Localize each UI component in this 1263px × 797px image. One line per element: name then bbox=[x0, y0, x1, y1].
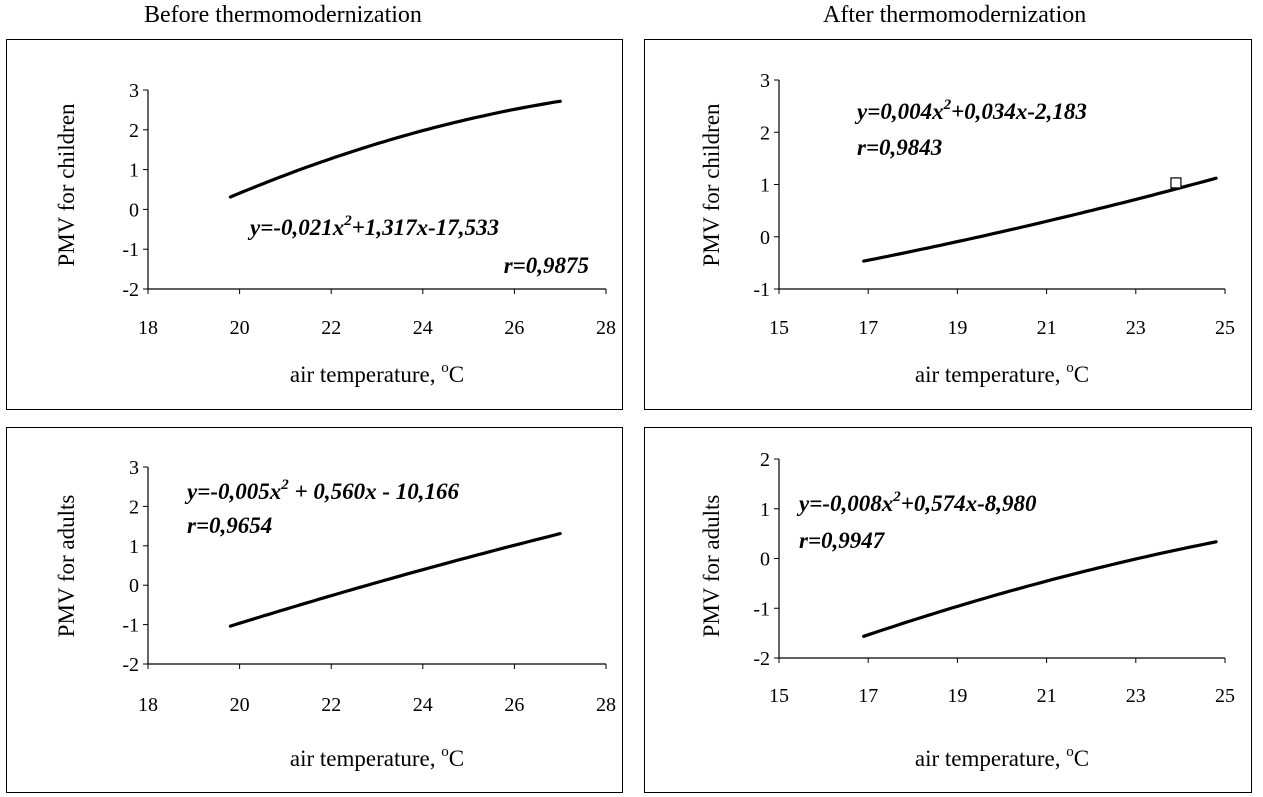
x-tick-label: 26 bbox=[504, 317, 524, 339]
series-line bbox=[228, 532, 562, 628]
y-tick-label: 0 bbox=[129, 575, 139, 597]
chart-svg: 3 2 1 0 -1 -2 18 20 22 24 26 28 y=-0,005x2 + 0,560x … bbox=[54, 457, 616, 771]
chart-adults-after: 2 1 0 -1 -2 15 17 19 21 23 25 y=-0,008x2+0,574x-8,9… bbox=[644, 427, 1252, 793]
data-point-marker bbox=[1170, 177, 1182, 189]
chart-children-after: 3 2 1 0 -1 15 17 19 21 23 25 y=0,004x2+0,034x-2,183… bbox=[644, 39, 1252, 410]
y-tick-label: 3 bbox=[129, 80, 139, 102]
y-tick-label: 2 bbox=[760, 449, 770, 471]
y-tick-label: 1 bbox=[760, 499, 770, 521]
y-tick-label: 0 bbox=[760, 549, 770, 571]
correlation-label: r=0,9654 bbox=[187, 513, 272, 538]
correlation-label: r=0,9843 bbox=[857, 135, 942, 160]
x-tick-label: 17 bbox=[858, 685, 878, 707]
x-axis-label: air temperature, oC bbox=[290, 360, 464, 387]
y-tick-label: -1 bbox=[753, 598, 770, 620]
y-tick-label: 2 bbox=[129, 496, 139, 518]
chart-children-before: 3 2 1 0 -1 -2 18 20 22 24 26 28 y=-0,021x2+1,317x-17… bbox=[6, 39, 623, 410]
x-tick-label: 26 bbox=[504, 694, 524, 716]
x-tick-label: 25 bbox=[1215, 685, 1235, 707]
chart-adults-before: 3 2 1 0 -1 -2 18 20 22 24 26 28 y=-0,005x2 + 0,560x … bbox=[6, 427, 623, 793]
y-tick-label: 1 bbox=[760, 175, 770, 197]
y-tick-label: 1 bbox=[129, 536, 139, 558]
x-tick-label: 20 bbox=[230, 317, 250, 339]
x-axis-label: air temperature, oC bbox=[915, 744, 1089, 771]
x-tick-label: 19 bbox=[947, 685, 967, 707]
x-tick-label: 15 bbox=[769, 685, 789, 707]
y-tick-label: 2 bbox=[760, 122, 770, 144]
correlation-label: r=0,9875 bbox=[504, 253, 589, 278]
y-tick-label: -2 bbox=[753, 648, 770, 670]
y-tick-label: 2 bbox=[129, 120, 139, 142]
y-tick-label: -1 bbox=[122, 615, 139, 637]
x-tick-label: 23 bbox=[1126, 317, 1146, 339]
x-axis-label: air temperature, oC bbox=[290, 744, 464, 771]
y-axis-label: PMV for children bbox=[699, 103, 724, 267]
x-tick-label: 23 bbox=[1126, 685, 1146, 707]
y-axis-label: PMV for children bbox=[54, 103, 79, 267]
y-tick-label: 3 bbox=[760, 70, 770, 92]
x-tick-label: 18 bbox=[138, 317, 158, 339]
header-before: Before thermomodernization bbox=[144, 2, 422, 28]
x-axis-label: air temperature, oC bbox=[915, 360, 1089, 387]
x-tick-label: 28 bbox=[596, 317, 616, 339]
y-tick-label: 1 bbox=[129, 160, 139, 182]
y-tick-label: -1 bbox=[753, 279, 770, 301]
y-tick-label: 0 bbox=[129, 199, 139, 221]
y-tick-label: 0 bbox=[760, 227, 770, 249]
x-tick-label: 21 bbox=[1037, 685, 1057, 707]
x-tick-label: 24 bbox=[413, 317, 433, 339]
x-tick-label: 22 bbox=[321, 317, 341, 339]
chart-svg: 210-1-215 17 19 21 23 25y=-0,008x2+0,574x-8,9… bbox=[699, 449, 1235, 771]
correlation-label: r=0,9947 bbox=[799, 528, 886, 553]
x-tick-label: 25 bbox=[1215, 317, 1235, 339]
y-axis-label: PMV for adults bbox=[699, 495, 724, 638]
x-tick-label: 15 bbox=[769, 317, 789, 339]
y-tick-label: -2 bbox=[122, 654, 139, 676]
series-line bbox=[228, 99, 562, 199]
y-axis-label: PMV for adults bbox=[54, 495, 79, 638]
y-tick-label: -1 bbox=[122, 239, 139, 261]
x-tick-label: 17 bbox=[858, 317, 878, 339]
header-after: After thermomodernization bbox=[823, 2, 1087, 28]
trend-equation: y=0,004x2+0,034x-2,183 bbox=[854, 97, 1087, 124]
x-tick-label: 21 bbox=[1037, 317, 1057, 339]
x-tick-label: 18 bbox=[138, 694, 158, 716]
x-tick-label: 22 bbox=[321, 694, 341, 716]
trend-equation: y=-0,005x2 + 0,560x - 10,166 bbox=[184, 477, 459, 504]
series-line bbox=[862, 176, 1218, 263]
series-line bbox=[862, 540, 1218, 638]
trend-equation: y=-0,008x2+0,574x-8,980 bbox=[796, 489, 1037, 516]
trend-equation: y=-0,021x2+1,317x-17,533 bbox=[247, 213, 499, 240]
x-tick-label: 24 bbox=[413, 694, 433, 716]
chart-svg: 3 2 1 0 -1 -2 18 20 22 24 26 28 y=-0,021x2+1,317x-17… bbox=[54, 80, 616, 387]
y-tick-label: 3 bbox=[129, 457, 139, 479]
x-tick-label: 28 bbox=[596, 694, 616, 716]
y-tick-label: -2 bbox=[122, 279, 139, 301]
x-tick-label: 19 bbox=[947, 317, 967, 339]
x-tick-label: 20 bbox=[230, 694, 250, 716]
